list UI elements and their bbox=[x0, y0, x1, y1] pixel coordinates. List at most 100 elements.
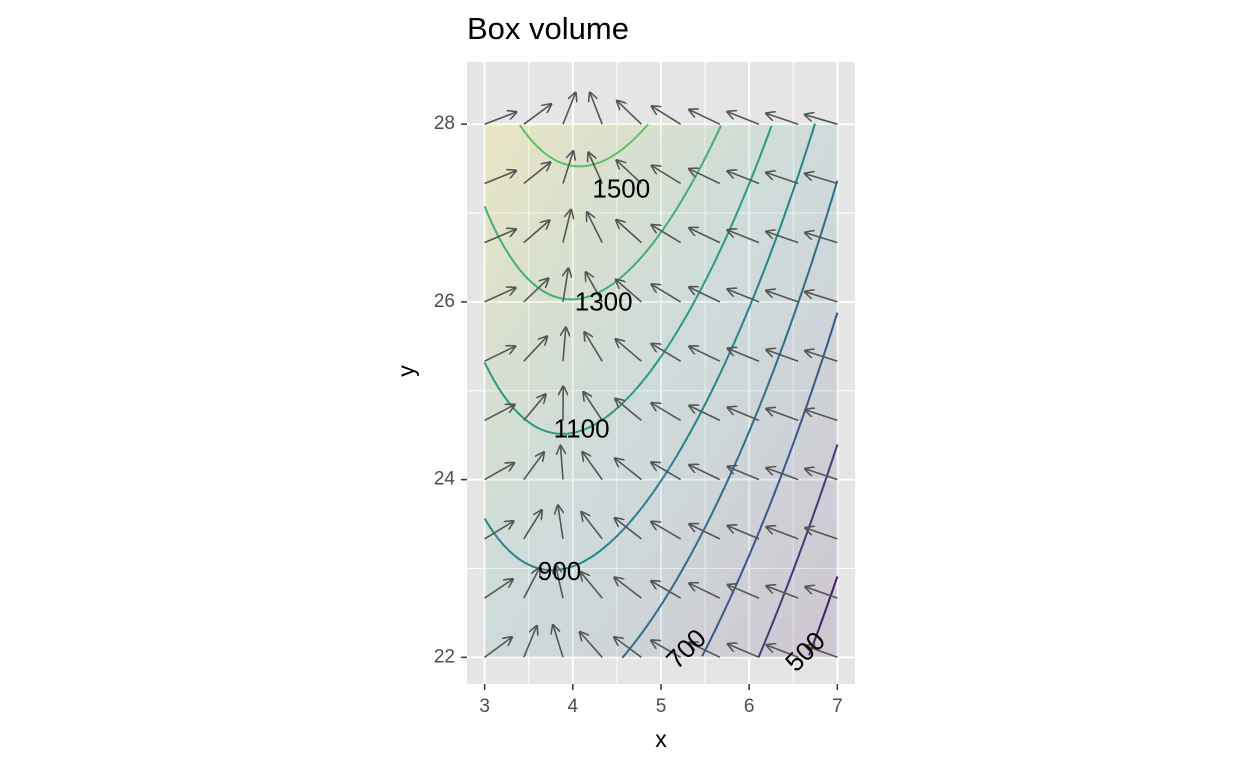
gradient-arrow bbox=[484, 463, 515, 481]
gradient-arrow bbox=[767, 645, 799, 659]
gradient-arrow bbox=[617, 101, 642, 125]
contour-label-1500: 1500 bbox=[592, 174, 650, 204]
y-tick-label: 22 bbox=[434, 646, 455, 667]
x-tick-label: 4 bbox=[568, 696, 579, 717]
gradient-arrow bbox=[484, 637, 512, 658]
gradient-arrow bbox=[614, 637, 642, 658]
gradient-arrow bbox=[805, 528, 838, 540]
gradient-arrow bbox=[652, 225, 682, 244]
gradient-arrow bbox=[689, 406, 721, 422]
gradient-arrow bbox=[484, 346, 516, 362]
gradient-arrow bbox=[523, 394, 546, 421]
gradient-arrow bbox=[805, 292, 838, 303]
gradient-arrow bbox=[561, 446, 564, 480]
contour-label-900: 900 bbox=[538, 556, 581, 586]
x-tick-label: 6 bbox=[744, 696, 755, 717]
gradient-arrow bbox=[585, 332, 603, 362]
gradient-arrow bbox=[484, 521, 514, 540]
gradient-arrow bbox=[616, 280, 642, 303]
gradient-arrow bbox=[766, 350, 799, 362]
gradient-arrow bbox=[805, 587, 838, 599]
gradient-arrow bbox=[484, 288, 516, 303]
gradient-arrow bbox=[523, 452, 544, 481]
gradient-arrow bbox=[523, 626, 537, 658]
gradient-arrow bbox=[523, 336, 547, 362]
gradient-arrow bbox=[523, 510, 542, 540]
gradient-arrow bbox=[728, 407, 760, 422]
gradient-arrow bbox=[728, 585, 760, 599]
gradient-arrow bbox=[651, 403, 682, 422]
gradient-arrow bbox=[581, 572, 603, 599]
gradient-arrow bbox=[580, 632, 603, 658]
gradient-arrow bbox=[484, 171, 516, 185]
gradient-arrow bbox=[805, 410, 838, 422]
x-tick-label: 3 bbox=[479, 696, 490, 717]
gradient-arrow bbox=[583, 392, 603, 421]
gradient-arrow bbox=[523, 220, 550, 244]
gradient-arrow bbox=[590, 93, 603, 125]
gradient-arrow bbox=[586, 272, 603, 303]
gradient-arrow bbox=[562, 93, 576, 125]
gradient-arrow bbox=[728, 526, 760, 540]
gradient-arrow bbox=[766, 527, 799, 540]
gradient-arrow bbox=[615, 458, 642, 481]
y-axis: 22 24 26 28 bbox=[434, 113, 467, 667]
gradient-arrow bbox=[766, 173, 799, 185]
gradient-arrow bbox=[617, 160, 642, 185]
gradient-arrow bbox=[728, 348, 760, 362]
gradient-arrow bbox=[766, 291, 799, 303]
gradient-arrow bbox=[563, 327, 566, 362]
gradient-arrow bbox=[651, 344, 682, 362]
gradient-arrow bbox=[484, 229, 516, 244]
gradient-arrow bbox=[523, 278, 549, 303]
gradient-arrow bbox=[689, 465, 721, 481]
gradient-arrow bbox=[805, 351, 838, 362]
gradient-arrow bbox=[562, 210, 571, 243]
gradient-arrow bbox=[689, 524, 721, 540]
gradient-arrow bbox=[616, 339, 642, 362]
gradient-arrow bbox=[689, 347, 721, 362]
gradient-arrow bbox=[651, 522, 682, 540]
gradient-arrow bbox=[615, 399, 642, 422]
gradient-arrow bbox=[805, 646, 838, 659]
gradient-arrow bbox=[484, 112, 517, 125]
gradient-arrow bbox=[615, 518, 642, 540]
gradient-arrow bbox=[766, 232, 799, 244]
gradient-arrow bbox=[728, 644, 760, 659]
contour-line-1100 bbox=[483, 125, 773, 435]
contour-label-1300: 1300 bbox=[575, 287, 633, 317]
gradient-arrow bbox=[558, 505, 563, 540]
gradient-arrow bbox=[651, 581, 682, 599]
contour-label-1100: 1100 bbox=[554, 414, 610, 444]
gradient-arrow bbox=[728, 467, 760, 481]
gradient-arrow bbox=[727, 171, 760, 185]
gradient-arrow bbox=[689, 583, 721, 599]
gradient-arrow bbox=[805, 233, 838, 244]
gradient-arrow bbox=[588, 152, 603, 184]
gradient-arrow bbox=[484, 579, 513, 599]
gradient-arrow bbox=[766, 468, 799, 481]
gradient-arrow bbox=[805, 115, 838, 125]
y-axis-title: y bbox=[393, 365, 419, 377]
gradient-arrow bbox=[766, 113, 799, 125]
gradient-arrow bbox=[614, 578, 642, 599]
gradient-arrow bbox=[651, 462, 682, 481]
contour-line-600 bbox=[808, 576, 839, 656]
gradient-arrow bbox=[555, 565, 564, 599]
gradient-arrow bbox=[805, 469, 838, 481]
gradient-arrow bbox=[727, 289, 760, 303]
gradient-arrow bbox=[523, 104, 551, 125]
contour-line-700 bbox=[757, 444, 839, 658]
gradient-arrow bbox=[689, 287, 721, 303]
gradient-arrow bbox=[689, 169, 721, 185]
contour-line-1300 bbox=[519, 123, 649, 168]
gradient-arrow bbox=[523, 162, 551, 185]
gradient-arrow bbox=[562, 151, 573, 184]
gradient-arrow bbox=[563, 268, 568, 303]
gradient-arrow bbox=[766, 409, 799, 422]
gradient-arrow bbox=[587, 212, 603, 243]
gradient-arrows bbox=[484, 93, 838, 659]
x-axis-title: x bbox=[655, 726, 667, 752]
